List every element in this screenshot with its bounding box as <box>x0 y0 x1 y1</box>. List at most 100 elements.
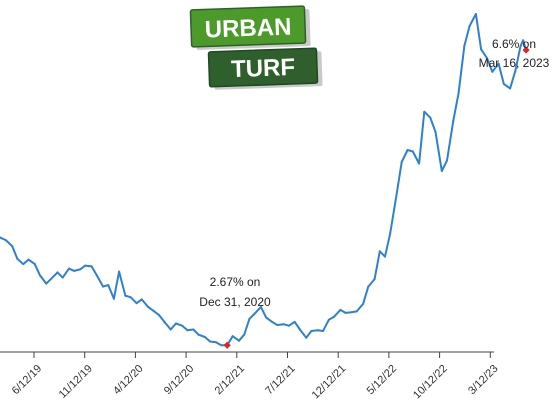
data-point <box>265 316 268 319</box>
data-point <box>339 308 342 311</box>
annotation-low-line1: 2.67% on <box>210 275 261 289</box>
annotation-low-line2: Dec 31, 2020 <box>199 295 271 309</box>
annotation-latest-line2: Mar 16, 2023 <box>479 56 550 70</box>
data-point <box>322 330 324 332</box>
data-point <box>406 149 409 151</box>
data-point <box>502 82 505 85</box>
data-point <box>11 245 14 248</box>
data-point <box>373 278 376 281</box>
data-point <box>418 162 421 165</box>
data-point <box>33 263 36 266</box>
x-tick-label: 10/12/22 <box>411 363 450 402</box>
data-point <box>253 312 256 315</box>
data-point <box>147 305 150 308</box>
data-point <box>45 282 48 285</box>
data-point <box>95 274 98 277</box>
data-point <box>174 322 177 325</box>
annotation-latest-line1: 6.6% on <box>492 37 536 51</box>
urbanturf-logo: URBAN TURF <box>189 5 323 90</box>
data-point <box>468 25 471 27</box>
data-point <box>327 318 330 321</box>
x-tick-label: 7/12/21 <box>263 363 297 397</box>
data-point <box>344 311 347 314</box>
data-point <box>73 269 76 272</box>
data-point <box>56 271 59 274</box>
data-point <box>192 328 195 331</box>
data-point <box>79 268 82 271</box>
data-point <box>102 285 105 288</box>
data-point <box>350 311 353 314</box>
data-point <box>411 150 414 153</box>
data-point <box>423 110 426 113</box>
data-point <box>220 344 223 347</box>
data-point <box>129 296 132 299</box>
data-point <box>480 48 483 51</box>
data-point <box>434 130 437 133</box>
data-point <box>474 13 477 15</box>
data-point <box>231 335 234 338</box>
logo-text-urban: URBAN <box>204 13 292 43</box>
data-point <box>522 39 525 42</box>
highlight-marker <box>522 46 530 54</box>
data-point <box>287 324 290 327</box>
data-point <box>4 239 7 242</box>
data-point <box>16 257 19 260</box>
data-point <box>68 267 70 270</box>
data-point <box>293 320 296 323</box>
logo-text-turf: TURF <box>231 54 296 83</box>
data-point <box>446 159 448 162</box>
x-tick-label: 2/12/21 <box>213 363 247 397</box>
data-point <box>90 265 93 268</box>
data-point <box>457 92 460 95</box>
data-point <box>39 274 41 277</box>
x-tick-label: 12/12/21 <box>310 363 349 402</box>
data-point <box>497 62 500 65</box>
rate-data-points <box>0 13 528 347</box>
data-point <box>305 336 308 339</box>
data-point <box>282 323 285 326</box>
data-point <box>355 310 358 313</box>
logo-sign-top <box>189 5 307 48</box>
x-tick-label: 5/12/22 <box>365 363 399 397</box>
data-point <box>118 270 121 273</box>
data-point <box>209 340 212 343</box>
data-point <box>27 258 30 261</box>
data-point <box>124 294 127 297</box>
logo-sign-bottom <box>207 47 319 88</box>
data-point <box>22 263 25 266</box>
data-point <box>429 116 432 119</box>
data-point <box>400 161 403 163</box>
data-point <box>333 315 336 318</box>
data-point <box>389 232 392 235</box>
data-point <box>248 317 251 320</box>
data-point <box>238 339 240 342</box>
data-point <box>395 194 398 196</box>
data-point <box>440 170 443 172</box>
data-point <box>169 328 172 331</box>
data-point <box>186 329 189 332</box>
data-point <box>203 336 206 338</box>
x-axis-ticks: 6/12/19 11/12/19 4/12/20 9/12/20 2/12/21 7/12… <box>10 352 501 401</box>
data-point <box>197 333 200 336</box>
data-point <box>0 236 2 239</box>
data-point <box>158 314 161 317</box>
data-point <box>140 298 143 301</box>
data-point <box>276 324 279 326</box>
data-point <box>50 277 53 280</box>
data-point <box>107 284 110 287</box>
data-point <box>378 250 381 253</box>
x-tick-label: 11/12/19 <box>57 363 95 401</box>
data-point <box>215 341 217 344</box>
data-point <box>519 45 522 48</box>
data-point <box>463 44 466 47</box>
data-point <box>181 324 184 327</box>
x-tick-label: 3/12/23 <box>466 363 500 397</box>
data-point <box>112 297 115 300</box>
data-point <box>316 329 319 332</box>
data-point <box>84 264 87 267</box>
data-point <box>509 87 512 90</box>
x-tick-label: 6/12/19 <box>10 363 44 397</box>
data-point <box>486 57 489 60</box>
data-point <box>163 320 166 323</box>
highlight-marker <box>223 341 231 349</box>
